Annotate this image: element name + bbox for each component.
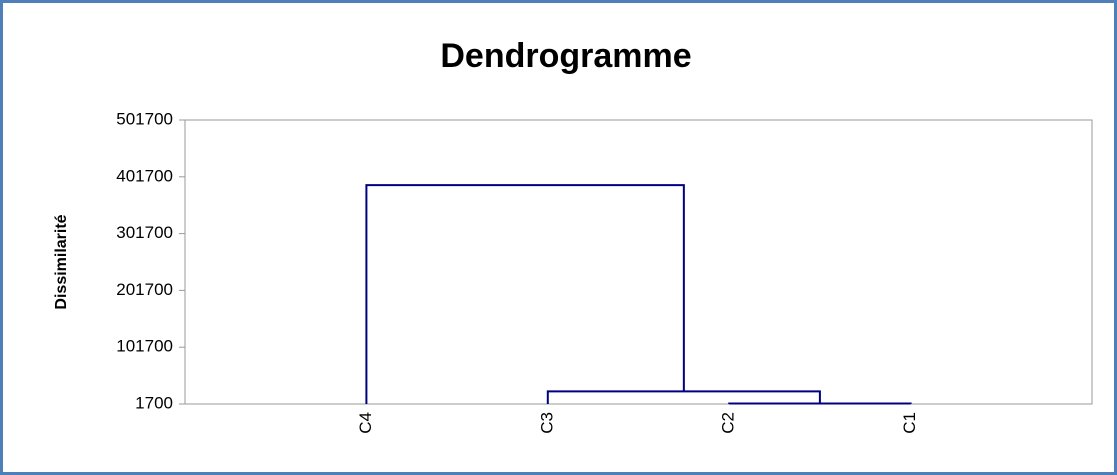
x-tick-label: C1	[900, 412, 919, 434]
x-tick-label: C4	[356, 412, 375, 434]
y-tick-label: 101700	[116, 337, 173, 356]
plot-area	[184, 119, 1093, 405]
y-tick-label: 1700	[135, 393, 173, 412]
dendrogram-link	[546, 390, 821, 404]
y-axis-label: Dissimilarité	[53, 214, 70, 309]
chart-title: Dendrogramme	[440, 37, 691, 75]
x-tick-label: C3	[537, 412, 556, 434]
y-tick-label: 301700	[116, 223, 173, 242]
y-tick-label: 501700	[116, 109, 173, 128]
x-tick-label: C2	[719, 412, 738, 434]
dendrogram-link	[365, 184, 685, 404]
y-tick-label: 201700	[116, 280, 173, 299]
y-tick-label: 401700	[116, 166, 173, 185]
